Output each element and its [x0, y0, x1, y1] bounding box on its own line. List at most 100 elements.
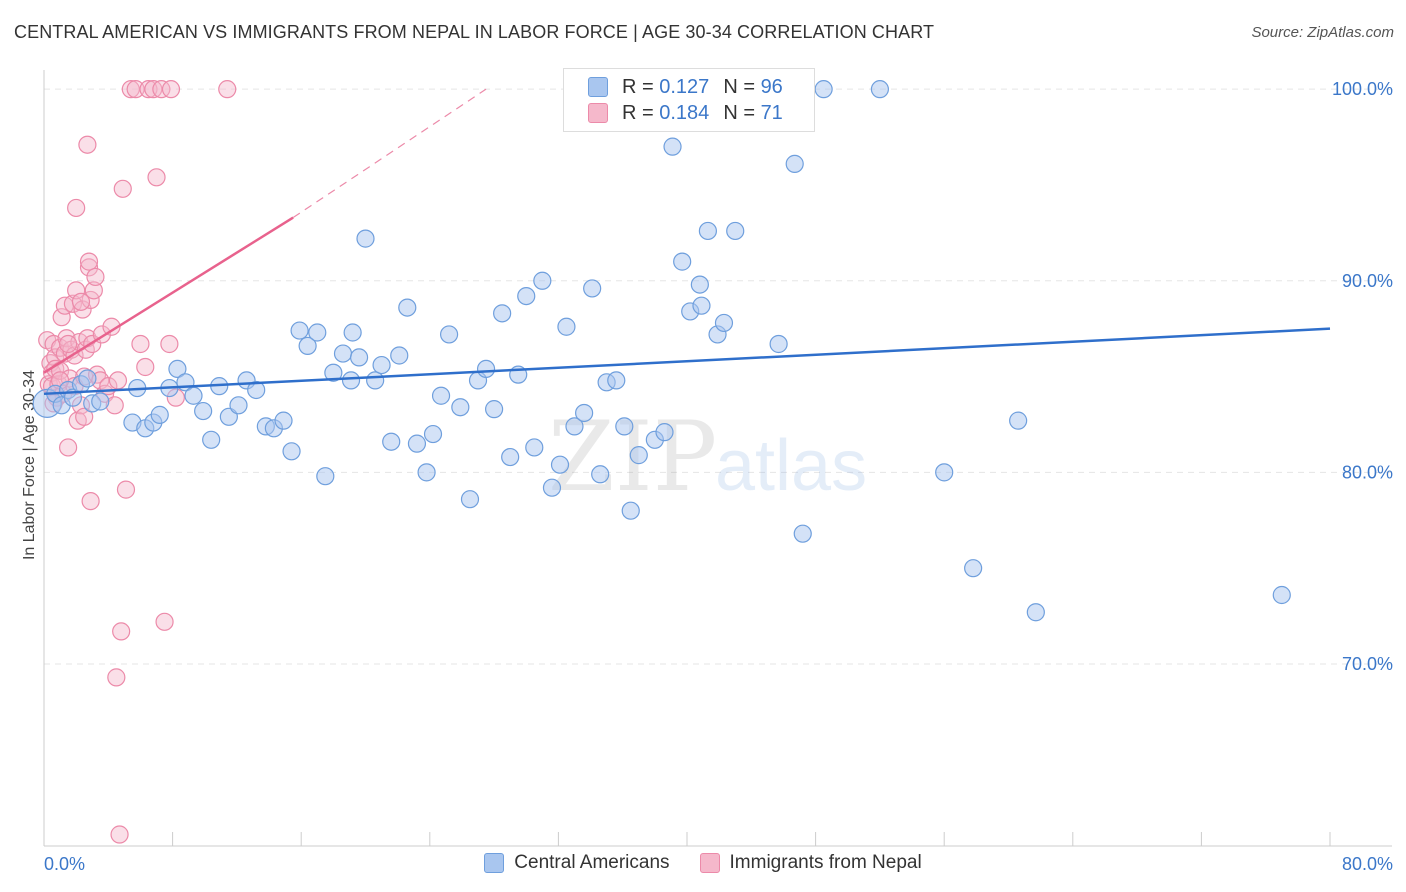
data-point-central-american [769, 334, 788, 354]
legend-swatch-pink [699, 853, 720, 873]
data-point-central-american [460, 490, 480, 509]
data-point-central-american [690, 275, 709, 294]
data-point-central-american [78, 369, 97, 388]
data-point-nepal [67, 198, 86, 218]
y-tick-label: 70.0% [1342, 654, 1393, 674]
legend-label: Central Americans [514, 852, 670, 873]
data-point-nepal [75, 407, 94, 426]
data-point-central-american [390, 346, 409, 365]
data-point-nepal [152, 80, 171, 99]
data-point-nepal [136, 357, 155, 377]
data-point-nepal [52, 308, 71, 327]
legend-label: Immigrants from Nepal [729, 852, 922, 873]
data-point-central-american [814, 80, 833, 99]
data-point-central-american [372, 355, 391, 375]
legend-row-central-american: R = 0.127 N = 96 [588, 75, 783, 99]
legend-item-central-americans: Central Americans [484, 852, 670, 874]
data-point-central-american [542, 478, 562, 497]
legend-n-value: 71 [760, 101, 783, 124]
data-point-central-american [439, 325, 459, 344]
data-point-central-american [349, 348, 369, 367]
data-point-central-american [1272, 585, 1291, 605]
data-point-nepal [59, 334, 78, 354]
x-tick-label: 0.0% [44, 854, 85, 874]
data-point-central-american [870, 80, 890, 99]
data-point-central-american [615, 417, 634, 436]
data-point-central-american [333, 344, 353, 363]
data-point-central-american [726, 221, 745, 241]
data-point-central-american [673, 252, 692, 271]
data-point-central-american [150, 405, 169, 424]
legend-swatch-blue [484, 853, 505, 873]
data-point-central-american [663, 137, 682, 156]
data-point-nepal [110, 825, 129, 844]
data-point-central-american [423, 424, 443, 444]
data-point-nepal [116, 480, 136, 499]
data-point-central-american [565, 417, 584, 436]
data-point-central-american [621, 501, 640, 520]
data-point-nepal [59, 438, 78, 457]
data-point-central-american [655, 423, 674, 442]
data-point-central-american [629, 446, 648, 465]
chart-title: CENTRAL AMERICAN VS IMMIGRANTS FROM NEPA… [14, 22, 935, 42]
data-point-nepal [160, 334, 179, 354]
data-point-nepal [107, 668, 126, 687]
data-point-nepal [108, 371, 128, 390]
data-point-central-american [407, 434, 427, 453]
data-point-central-american [308, 323, 327, 342]
legend-r-label: R = [622, 101, 654, 124]
data-point-central-american [1026, 603, 1045, 622]
data-point-nepal [67, 281, 86, 300]
data-point-central-american [356, 229, 375, 248]
data-point-central-american [557, 317, 576, 336]
data-point-central-american [501, 447, 520, 467]
data-point-nepal [71, 292, 91, 311]
y-tick-label: 100.0% [1332, 79, 1393, 99]
data-point-nepal [218, 80, 237, 99]
data-point-central-american [935, 463, 954, 482]
data-point-nepal [86, 267, 105, 287]
trendline-central-american [43, 327, 1331, 396]
data-point-central-american [202, 430, 221, 449]
data-point-central-american [591, 465, 610, 484]
data-point-central-american [184, 386, 203, 405]
legend-n-label: N = [723, 101, 755, 124]
data-point-central-american [398, 298, 417, 317]
x-tick-labels: 0.0% 80.0% [44, 854, 1393, 874]
data-point-nepal [79, 252, 99, 271]
y-tick-labels: 70.0% 80.0% 90.0% 100.0% [1332, 79, 1393, 674]
legend-n-value: 96 [760, 75, 783, 98]
data-point-central-american [274, 411, 293, 430]
data-point-nepal [84, 281, 103, 300]
data-point-central-american [550, 455, 570, 474]
legend-n-label: N = [723, 75, 755, 98]
trendline-nepal [43, 216, 294, 374]
data-point-central-american [692, 296, 711, 315]
data-point-central-american [785, 154, 804, 173]
data-point-central-american [533, 271, 552, 290]
data-point-nepal [147, 168, 166, 187]
data-point-central-american [343, 323, 362, 342]
data-point-central-american [91, 392, 110, 411]
data-point-central-american [493, 304, 512, 323]
data-point-nepal [126, 80, 145, 99]
data-point-central-american [476, 359, 496, 379]
legend-swatch-pink [588, 103, 608, 123]
data-point-central-american [525, 438, 544, 457]
data-point-central-american [194, 401, 213, 421]
data-point-central-american [229, 396, 248, 415]
data-point-nepal [112, 622, 131, 641]
legend-r-value: 0.184 [659, 101, 710, 124]
watermark: ZIP atlas [548, 401, 867, 513]
data-point-nepal [161, 80, 181, 99]
data-point-central-american [517, 286, 536, 306]
legend-swatch-blue [588, 77, 608, 97]
data-point-central-american [417, 463, 436, 482]
data-point-central-american [485, 400, 504, 419]
data-point-central-american [382, 432, 401, 451]
y-tick-label: 80.0% [1342, 462, 1393, 482]
axes [43, 70, 1392, 847]
legend-r-value: 0.127 [659, 75, 710, 98]
watermark-atlas: atlas [715, 426, 867, 506]
